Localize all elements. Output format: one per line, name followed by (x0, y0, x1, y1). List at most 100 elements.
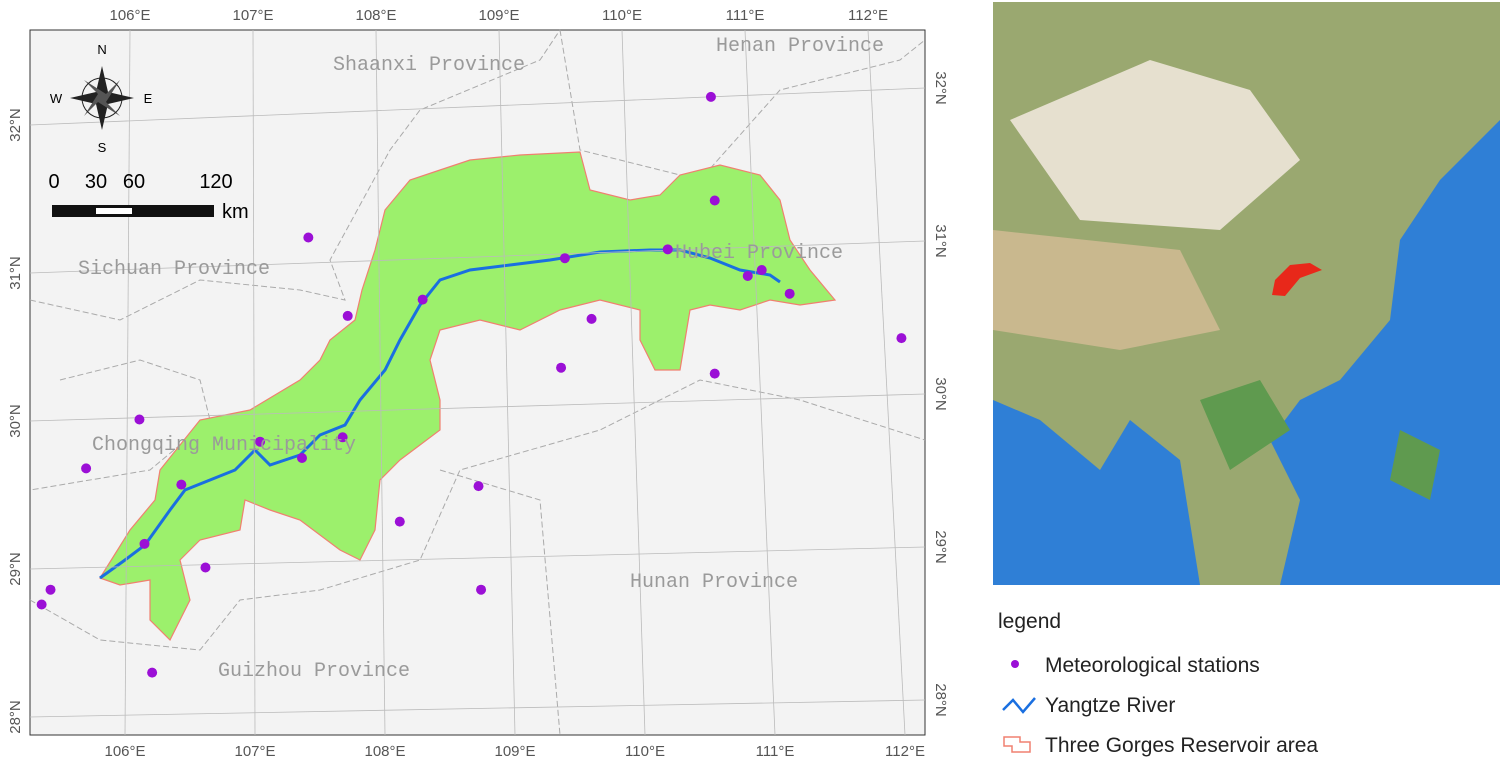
lon-label: 107°E (232, 7, 273, 24)
compass-w: W (50, 91, 63, 106)
border (439, 469, 561, 736)
station (709, 368, 720, 379)
scale-bar-segment (96, 208, 132, 214)
graticule-line (621, 29, 646, 736)
lat-label: 28°N (7, 700, 24, 734)
station (417, 294, 428, 305)
compass-ring (81, 77, 123, 119)
border (29, 379, 926, 651)
station (134, 414, 145, 425)
lat-label: 28°N (932, 683, 949, 717)
station (296, 453, 307, 463)
station (742, 270, 753, 281)
legend-swatch (1003, 736, 1031, 753)
scale-bar: 0 30 60 120 km (48, 171, 248, 223)
compass-n: N (97, 42, 106, 57)
station (394, 516, 405, 527)
lat-label: 29°N (7, 552, 24, 586)
graticule-line (124, 29, 131, 736)
graticule-line (29, 87, 926, 126)
lon-label: 109°E (478, 7, 519, 24)
lat-label: 29°N (932, 530, 949, 564)
region-label: Henan Province (716, 35, 884, 58)
scale-unit: km (222, 201, 249, 223)
lon-label: 111°E (726, 7, 765, 24)
graticule-line (29, 393, 926, 422)
stations (36, 91, 907, 678)
legend-label: Yangtze River (1045, 694, 1175, 717)
border (29, 359, 211, 491)
legend-label: Meteorological stations (1045, 654, 1260, 677)
legend-swatch (1002, 697, 1036, 714)
graticule: 106°E 106°E 107°E 107°E 108°E 108°E 109°E 109°E… (7, 7, 949, 760)
graticule-line (29, 546, 926, 570)
station (139, 538, 150, 549)
lat-label: 31°N (932, 224, 949, 258)
station (337, 432, 348, 443)
region-label: Guizhou Province (218, 660, 410, 683)
station (36, 599, 47, 610)
inset-forest (1200, 380, 1440, 500)
scale-bar-body (52, 205, 214, 217)
station (709, 195, 720, 206)
region-label: Sichuan Province (78, 258, 270, 281)
lon-label: 107°E (234, 743, 275, 760)
border (559, 29, 926, 181)
border (29, 29, 561, 321)
region-label: Chongqing Municipality (92, 434, 356, 457)
graticule-line (375, 29, 386, 736)
lon-label: 108°E (364, 743, 405, 760)
scale-label: 60 (123, 171, 145, 193)
province-borders (29, 29, 926, 736)
graticule-line (29, 240, 926, 274)
inset-map (993, 2, 1500, 585)
scale-label: 30 (85, 171, 107, 193)
region-label: Hunan Province (630, 571, 798, 594)
station (662, 244, 673, 255)
graticule-line (867, 29, 906, 736)
lat-label: 32°N (932, 71, 949, 105)
compass: N S E W (50, 42, 153, 155)
scale-label: 0 (48, 171, 59, 193)
scale-label: 120 (199, 171, 232, 193)
station (200, 562, 211, 573)
lon-label: 109°E (494, 743, 535, 760)
station (303, 232, 314, 243)
lon-label: 108°E (355, 7, 396, 24)
region-label: Hubei Province (675, 242, 843, 265)
legend-label: Three Gorges Reservoir area (1045, 734, 1318, 757)
lon-label: 106°E (104, 743, 145, 760)
inset-reservoir (1272, 263, 1322, 296)
station (705, 91, 716, 102)
station (476, 584, 487, 595)
station (255, 436, 266, 447)
lon-label: 112°E (848, 7, 888, 24)
lon-label: 110°E (602, 7, 642, 24)
region-label: Shaanxi Province (333, 54, 525, 77)
station (559, 253, 570, 264)
reservoir-area (99, 151, 837, 642)
station (81, 463, 92, 474)
lon-label: 110°E (625, 743, 665, 760)
station (45, 584, 56, 595)
graticule-line (252, 29, 256, 736)
lon-label: 112°E (885, 743, 925, 760)
compass-star (84, 80, 120, 116)
lat-label: 30°N (7, 404, 24, 438)
station (147, 667, 158, 678)
lat-label: 31°N (7, 256, 24, 290)
lon-label: 106°E (109, 7, 150, 24)
compass-e: E (144, 91, 153, 106)
station (342, 310, 353, 321)
station (556, 362, 567, 373)
station (586, 313, 597, 324)
station (756, 265, 767, 276)
lat-label: 32°N (7, 108, 24, 142)
graticule-line (29, 699, 926, 718)
station (473, 481, 484, 492)
graticule-line (498, 29, 516, 736)
station (784, 288, 795, 299)
graticule-line (744, 29, 776, 736)
